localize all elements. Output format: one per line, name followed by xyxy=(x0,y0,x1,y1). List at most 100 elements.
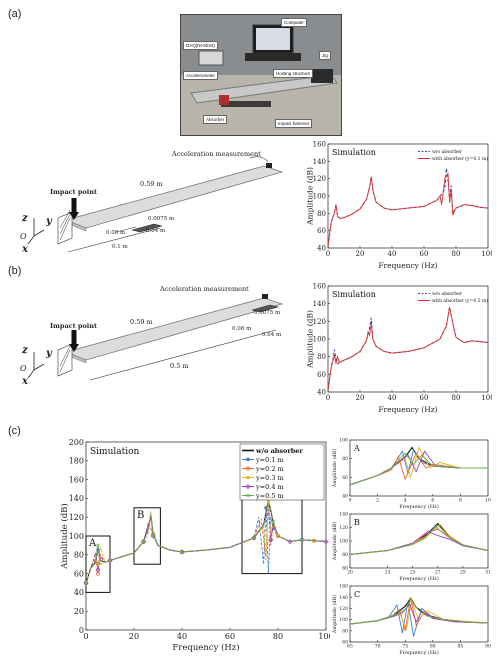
chart-c: 0 20 40 60 80 100 0 20 40 60 80 100 120 140 160 180 200 F… xyxy=(60,438,330,652)
data-point xyxy=(264,506,268,510)
x-axis-label: Frequency (Hz) xyxy=(399,575,439,582)
y-tick-label: 160 xyxy=(313,282,326,290)
y-tick-label: 60 xyxy=(74,569,84,578)
x-tick-label: 23 xyxy=(385,570,391,576)
data-point xyxy=(107,557,113,564)
y-tick-label: 80 xyxy=(342,456,348,462)
y-tick-label: 100 xyxy=(69,532,84,541)
data-point xyxy=(179,549,185,555)
dim-label-a-3: 0.08 m xyxy=(106,230,126,236)
y-tick-label: 160 xyxy=(339,584,348,590)
data-point xyxy=(151,534,156,538)
series-1 xyxy=(327,307,489,391)
data-point xyxy=(95,567,101,573)
chart-zoom-a: 0 2 4 6 8 10 40 60 80 100 Frequency (Hz) Amplitude … xyxy=(332,438,491,510)
x-axis-label: Frequency (Hz) xyxy=(378,261,437,270)
data-point xyxy=(275,533,281,539)
x-tick-label: 29 xyxy=(460,570,466,576)
y-axis-label: Amplitude (dB) xyxy=(332,595,338,635)
impact-arrow-b xyxy=(69,344,79,352)
y-tick-label: 80 xyxy=(342,628,348,634)
impact-label-a: Impact point xyxy=(50,188,97,196)
series-line xyxy=(327,307,489,391)
dim-label-b-1: 0.0075 m xyxy=(254,310,281,316)
series-line xyxy=(349,602,489,625)
plot-frame xyxy=(349,585,489,643)
zoom-box-label: A xyxy=(88,538,97,549)
y-tick-label: 80 xyxy=(342,552,348,558)
x-tick-label: 0 xyxy=(349,498,352,504)
beam-diagram-a xyxy=(27,156,284,253)
data-point xyxy=(83,580,89,586)
x-tick-label: 60 xyxy=(420,250,429,258)
x-tick-label: 80 xyxy=(273,632,283,641)
panel-label-b: (b) xyxy=(8,265,22,277)
chart-a: 0 20 40 60 80 100 40 60 80 100 120 140 160 Frequency … xyxy=(306,140,492,270)
accel-label-b: Acceleration measurement xyxy=(160,285,249,293)
accelerometer-a xyxy=(266,163,272,168)
x-tick-label: 0 xyxy=(83,632,88,641)
axis-z-b: z xyxy=(22,345,28,356)
zoom-box-label: B xyxy=(137,510,144,521)
x-tick-label: 31 xyxy=(485,570,491,576)
legend-label: with absorber (y=0.1 m) xyxy=(432,155,488,162)
experiment-photo: Computer DAQ(NI-9234) Accelerometer Host… xyxy=(180,14,342,136)
y-tick-label: 60 xyxy=(342,566,348,572)
legend-label: y=0.1 m xyxy=(255,456,284,464)
data-point xyxy=(323,539,329,545)
legend-label: y=0.3 m xyxy=(255,474,284,482)
y-tick-label: 120 xyxy=(339,606,348,612)
impact-arrow-a xyxy=(69,212,79,220)
clamp-b xyxy=(57,343,73,377)
y-tick-label: 100 xyxy=(339,438,348,444)
y-tick-label: 140 xyxy=(339,595,348,601)
x-tick-label: 80 xyxy=(430,644,436,650)
y-tick-label: 0 xyxy=(79,626,84,635)
x-tick-label: 40 xyxy=(388,394,397,402)
y-tick-label: 100 xyxy=(339,617,348,623)
y-tick-label: 80 xyxy=(74,551,84,560)
chart-title: A xyxy=(353,444,360,453)
axis-x-b: x xyxy=(22,376,28,387)
data-point xyxy=(96,548,100,552)
x-tick-label: 75 xyxy=(402,644,408,650)
series-4 xyxy=(349,602,489,625)
x-tick-label: 80 xyxy=(452,394,461,402)
chart-zoom-c: 65 70 75 80 85 90 60 80 100 120 140 160 Frequency (H… xyxy=(332,584,491,656)
x-tick-label: 80 xyxy=(452,250,461,258)
x-tick-label: 6 xyxy=(431,498,434,504)
data-point xyxy=(252,535,256,540)
y-tick-label: 80 xyxy=(317,353,326,361)
y-tick-label: 140 xyxy=(313,158,326,166)
x-axis-label: Frequency (Hz) xyxy=(399,649,439,656)
series-5 xyxy=(349,598,489,625)
x-tick-label: 25 xyxy=(410,570,416,576)
chart-title: Simulation xyxy=(90,447,140,457)
y-tick-label: 40 xyxy=(74,588,84,597)
x-tick-label: 20 xyxy=(356,394,365,402)
y-axis-label: Amplitude (dB) xyxy=(306,167,314,226)
accelerometer-b xyxy=(262,294,268,299)
legend-marker xyxy=(245,483,251,490)
x-tick-label: 100 xyxy=(481,394,492,402)
y-tick-label: 80 xyxy=(317,210,326,218)
photo-label-accelerometer: Accelerometer xyxy=(183,71,219,80)
y-tick-label: 160 xyxy=(69,475,84,484)
y-axis-label: Amplitude (dB) xyxy=(60,503,70,569)
series-5 xyxy=(84,502,327,585)
chart-title: Simulation xyxy=(332,290,376,299)
x-tick-label: 20 xyxy=(347,570,353,576)
y-tick-label: 40 xyxy=(342,494,348,500)
x-tick-label: 60 xyxy=(225,632,235,641)
y-tick-label: 40 xyxy=(317,244,326,252)
impact-label-b: Impact point xyxy=(50,322,97,330)
x-tick-label: 8 xyxy=(459,498,462,504)
series-line xyxy=(85,502,327,584)
y-tick-label: 120 xyxy=(313,175,326,183)
legend-label: with absorber (y=0.5 m) xyxy=(432,297,488,304)
data-point xyxy=(150,533,156,539)
y-tick-label: 100 xyxy=(313,192,326,200)
